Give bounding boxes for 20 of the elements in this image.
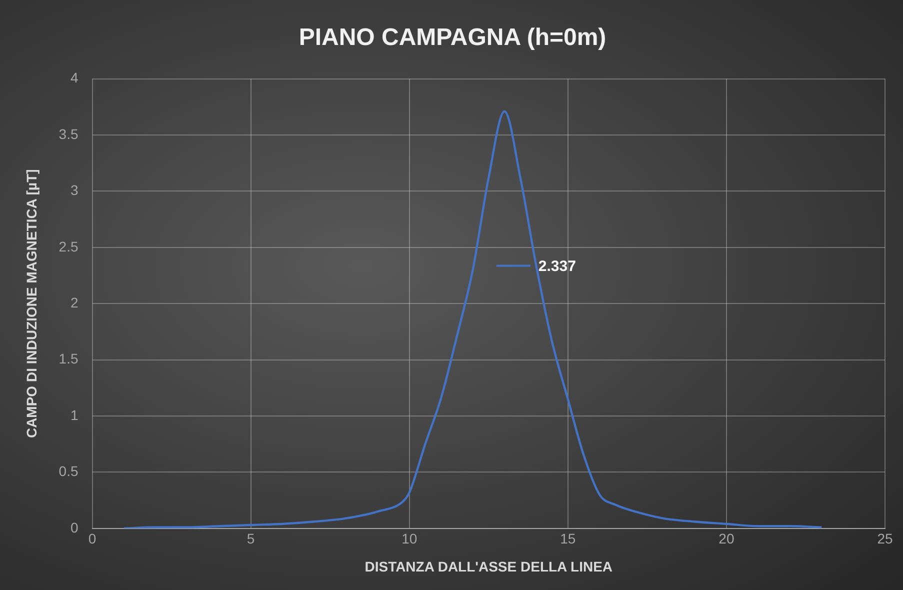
x-tick-label: 0 xyxy=(88,530,96,547)
x-tick-label: 20 xyxy=(718,530,734,547)
y-tick-label: 4 xyxy=(70,70,78,86)
y-axis-title: CAMPO DI INDUZIONE MAGNETICA [µT] xyxy=(23,169,40,438)
y-tick-label: 2.5 xyxy=(58,238,78,254)
x-tick-label: 5 xyxy=(246,530,255,547)
x-tick-label: 15 xyxy=(560,530,576,547)
y-tick-label: 1.5 xyxy=(58,350,78,367)
annotation: 2.337 xyxy=(538,258,576,275)
y-tick-label: 3.5 xyxy=(58,126,78,142)
x-tick-label: 10 xyxy=(402,530,418,547)
chart-title: PIANO CAMPAGNA (h=0m) xyxy=(298,24,606,52)
y-tick-label: 2 xyxy=(70,294,78,310)
x-axis-title: DISTANZA DALL'ASSE DELLA LINEA xyxy=(364,558,613,574)
y-tick-label: 0 xyxy=(70,519,78,536)
y-tick-label: 0.5 xyxy=(58,463,78,480)
y-tick-label: 1 xyxy=(70,406,78,423)
x-tick-label: 25 xyxy=(877,530,893,547)
y-tick-label: 3 xyxy=(70,182,78,198)
line-series xyxy=(122,110,823,528)
